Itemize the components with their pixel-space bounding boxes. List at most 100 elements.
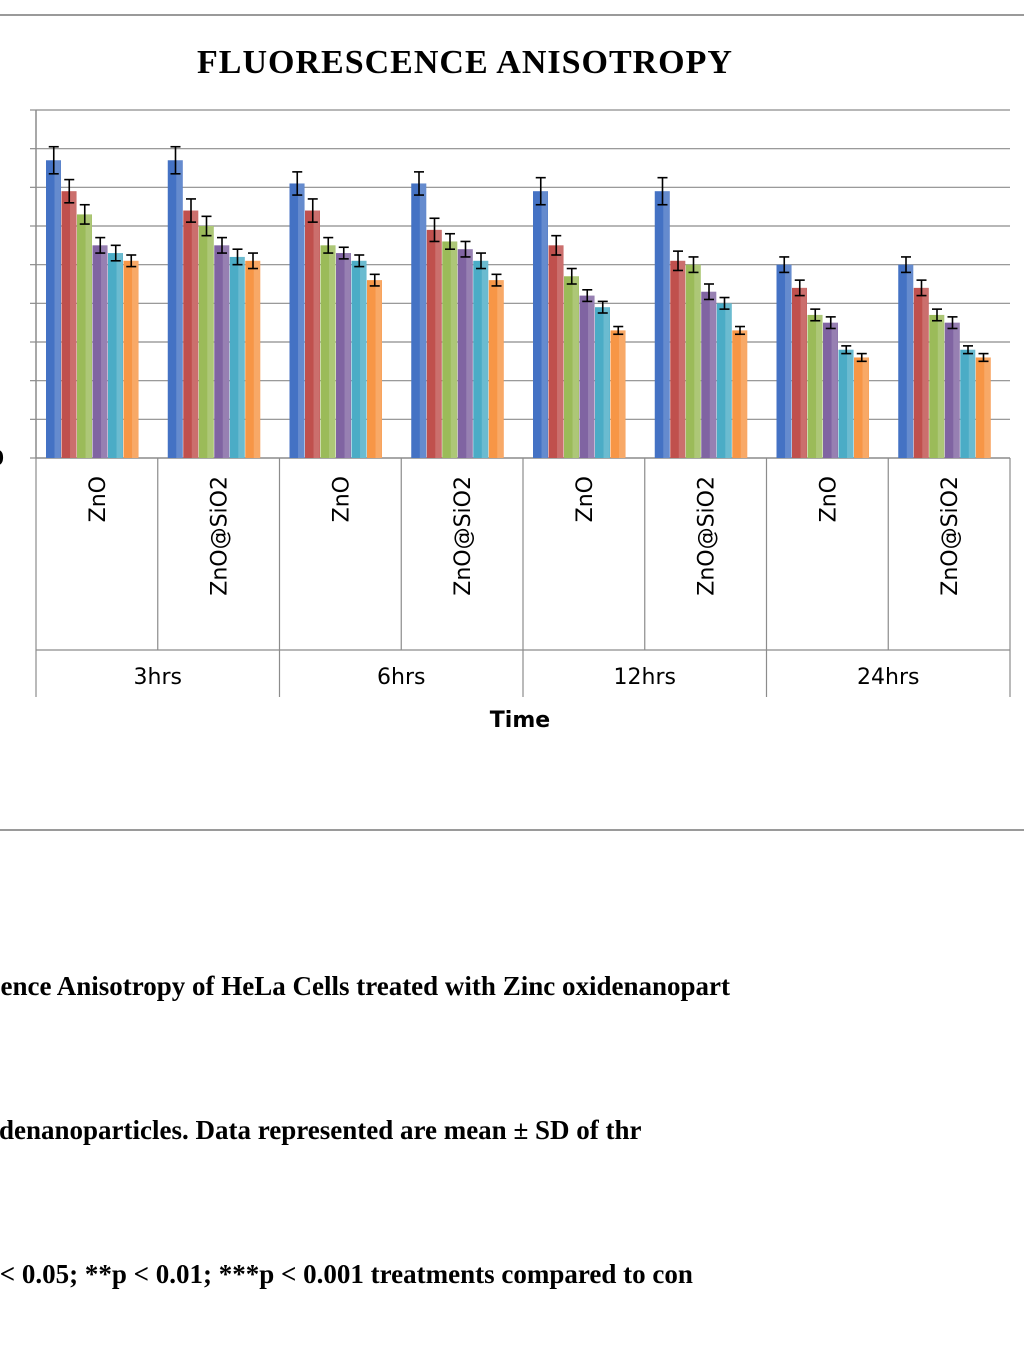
bar-highlight <box>85 214 92 458</box>
bar-highlight <box>541 191 548 458</box>
bar <box>411 183 427 458</box>
bar-highlight <box>481 260 488 458</box>
bar-highlight <box>116 253 123 458</box>
bar <box>367 280 382 458</box>
bar <box>457 249 473 458</box>
bar <box>654 191 670 458</box>
bar-highlight <box>450 241 457 458</box>
bar <box>198 226 214 458</box>
bar <box>595 307 610 458</box>
bar-highlight <box>253 260 260 458</box>
bar <box>823 322 838 458</box>
bar <box>792 287 807 458</box>
bar <box>473 260 489 458</box>
bar <box>898 264 914 458</box>
bar-highlight <box>953 322 960 458</box>
category-label: ZnO <box>816 476 841 522</box>
category-label: ZnO@SiO2 <box>208 476 233 596</box>
caption-line-3: p < 0.05; **p < 0.01; ***p < 0.001 treat… <box>0 1259 693 1289</box>
bar <box>46 160 61 458</box>
bar-highlight <box>785 264 792 458</box>
category-label: ZnO <box>86 476 111 522</box>
caption-line-2: xidenanoparticles. Data represented are … <box>0 1115 642 1145</box>
bar-highlight <box>191 210 198 458</box>
bar-highlight <box>101 245 108 458</box>
bar-highlight <box>557 245 564 458</box>
bar <box>960 349 976 458</box>
bar-highlight <box>435 229 442 458</box>
caption-line-1: scence Anisotropy of HeLa Cells treated … <box>0 971 730 1001</box>
bar <box>838 349 854 458</box>
bar-highlight <box>360 260 367 458</box>
group-label: 6hrs <box>377 665 425 690</box>
bar <box>548 245 564 458</box>
bar <box>320 245 336 458</box>
bar-highlight <box>984 357 991 458</box>
bar-highlight <box>663 191 670 458</box>
bar <box>289 183 305 458</box>
bar <box>167 160 183 458</box>
bar-highlight <box>313 210 320 458</box>
bar-highlight <box>968 349 975 458</box>
bar <box>245 260 261 458</box>
category-label: ZnO <box>329 476 354 522</box>
bar-highlight <box>862 357 869 458</box>
bar <box>944 322 960 458</box>
category-label: ZnO@SiO2 <box>695 476 720 596</box>
bar <box>716 303 732 458</box>
bar <box>183 210 199 458</box>
bar <box>929 314 945 458</box>
bar-highlight <box>694 264 701 458</box>
bar-highlight <box>207 226 214 458</box>
bar <box>564 276 579 458</box>
bar-highlight <box>132 260 139 458</box>
bar <box>305 210 320 458</box>
bar-highlight <box>344 253 351 458</box>
bar-highlight <box>922 287 929 458</box>
bar <box>77 214 92 458</box>
figure-caption: scence Anisotropy of HeLa Cells treated … <box>0 866 1024 1346</box>
bar-highlight <box>54 160 61 458</box>
bar-highlight <box>906 264 913 458</box>
bar-highlight <box>176 160 183 458</box>
bar <box>214 245 230 458</box>
bar-highlight <box>831 322 838 458</box>
bar-highlight <box>375 280 382 458</box>
top-border <box>0 14 1024 16</box>
bar <box>610 330 626 458</box>
chart-title: FLUORESCENCE ANISOTROPY <box>197 44 733 81</box>
bar <box>92 245 108 458</box>
bar <box>670 260 686 458</box>
bar-highlight <box>329 245 336 458</box>
bar-highlight <box>298 183 305 458</box>
category-label: ZnO@SiO2 <box>451 476 476 596</box>
bar <box>488 280 504 458</box>
group-label: 24hrs <box>857 665 919 690</box>
x-axis-label: Time <box>489 708 551 733</box>
y-tick-label: 0 <box>0 446 4 470</box>
bar <box>336 253 351 458</box>
bar <box>854 357 869 458</box>
bar-highlight <box>816 314 823 458</box>
bar-highlight <box>678 260 685 458</box>
group-label: 12hrs <box>614 665 676 690</box>
bar-highlight <box>709 291 716 458</box>
bar-highlight <box>238 256 245 458</box>
bar-highlight <box>725 303 732 458</box>
category-label: ZnO <box>573 476 598 522</box>
bar <box>229 256 245 458</box>
bar-highlight <box>419 183 426 458</box>
bar-highlight <box>619 330 626 458</box>
bar-highlight <box>588 295 595 458</box>
bar <box>685 264 701 458</box>
category-label: ZnO@SiO2 <box>938 476 963 596</box>
bar <box>108 253 123 458</box>
bar <box>807 314 823 458</box>
bar-highlight <box>70 191 77 458</box>
bar <box>975 357 991 458</box>
bar <box>701 291 717 458</box>
bar <box>351 260 367 458</box>
bar-highlight <box>740 330 747 458</box>
bottom-border <box>0 829 1024 831</box>
bar <box>123 260 139 458</box>
